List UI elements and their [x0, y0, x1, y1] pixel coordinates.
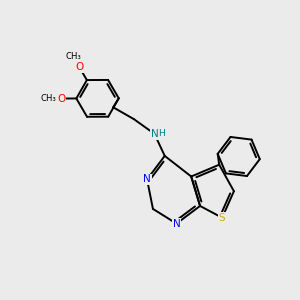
Text: O: O	[75, 62, 83, 72]
Text: N: N	[172, 219, 180, 229]
Text: H: H	[158, 129, 165, 138]
Text: CH₃: CH₃	[65, 52, 81, 61]
Text: CH₃: CH₃	[41, 94, 56, 103]
Text: O: O	[57, 94, 65, 103]
Text: N: N	[143, 174, 151, 184]
Text: N: N	[151, 129, 158, 139]
Text: S: S	[219, 213, 226, 223]
